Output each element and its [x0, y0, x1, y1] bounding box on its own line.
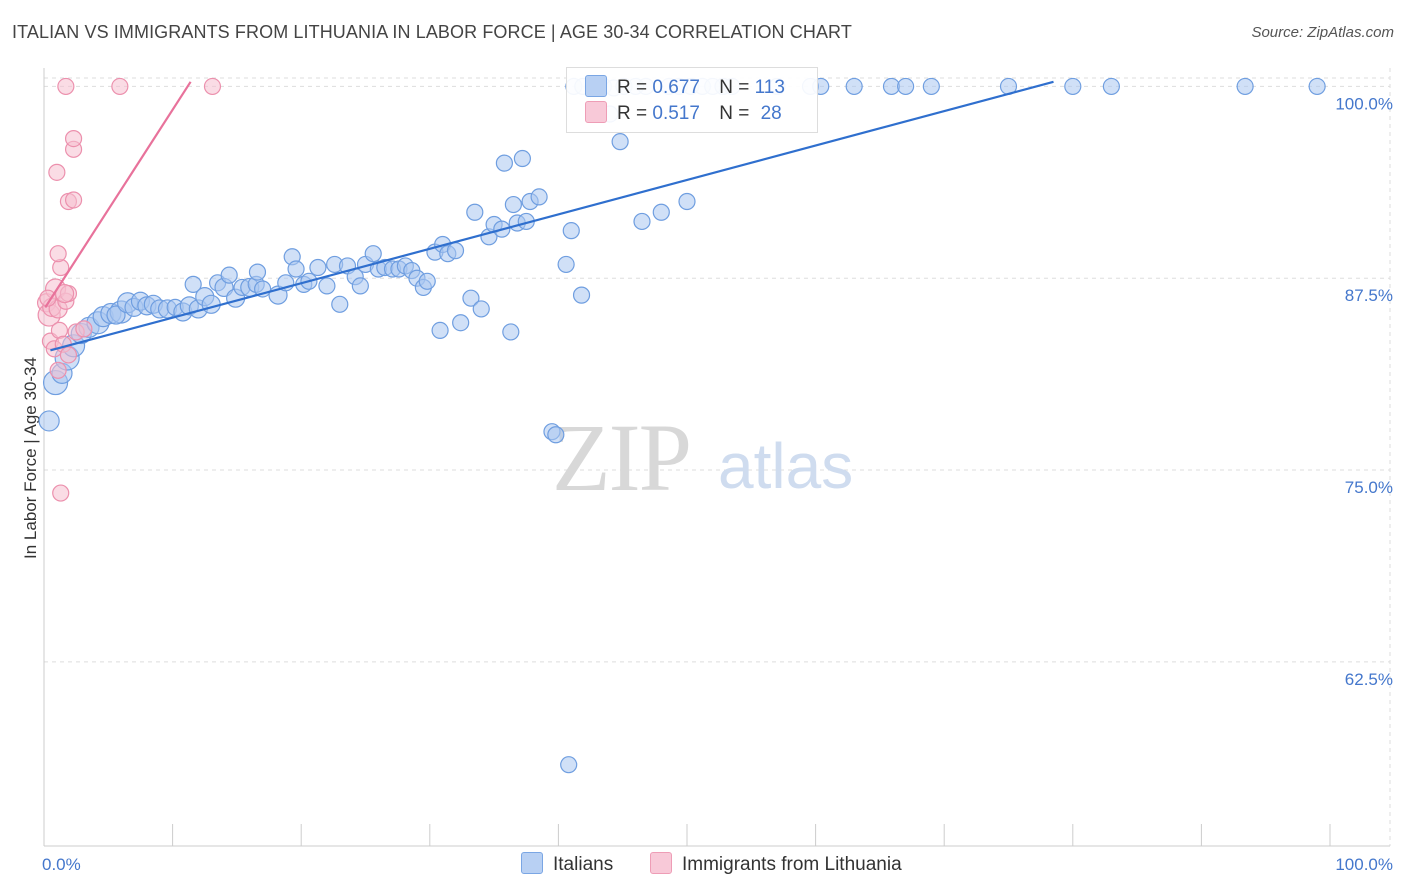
- x-tick-label-0: 0.0%: [42, 855, 81, 874]
- italians-point-108: [845, 77, 863, 96]
- legend-n-label: N =: [719, 77, 750, 98]
- italians-point-34: [248, 263, 267, 281]
- italians-point-116: [1308, 77, 1326, 96]
- italians-point-115: [1236, 77, 1254, 96]
- legend-row-italians: R = 0.677 N = 113: [585, 75, 785, 101]
- italians-point-64: [452, 314, 470, 332]
- legend-n-value-lithuania: 28: [760, 103, 782, 124]
- bottom-legend-label-italians: Italians: [553, 854, 614, 875]
- chart-title: ITALIAN VS IMMIGRANTS FROM LITHUANIA IN …: [12, 22, 852, 42]
- italians-point-58: [418, 272, 436, 290]
- italians-point-95: [633, 212, 651, 231]
- italians-trend-line: [50, 80, 1054, 352]
- bottom-legend-italians: Italians: [521, 852, 613, 876]
- italians-point-49: [364, 245, 382, 263]
- bottom-legend-label-lithuania: Immigrants from Lithuania: [682, 854, 902, 875]
- lithuania-point-23: [57, 77, 75, 96]
- italians-point-94: [611, 133, 629, 151]
- italians-point-63: [431, 321, 449, 340]
- italians-point-65: [462, 289, 480, 307]
- legend-row-lithuania: R = 0.517 N = 28: [585, 101, 782, 127]
- lithuania-point-20: [64, 191, 83, 209]
- italians-point-42: [318, 277, 336, 295]
- lithuania-point-16: [59, 346, 78, 364]
- italians-point-96: [652, 203, 670, 221]
- y-tick-label-0: 62.5%: [1345, 670, 1393, 689]
- bottom-legend-swatch-blue: [521, 852, 543, 874]
- italians-point-75: [513, 149, 531, 168]
- italians-point-47: [351, 277, 369, 295]
- legend-n-label: N =: [719, 103, 750, 124]
- x-tick-label-1: 100.0%: [1335, 855, 1393, 874]
- lithuania-point-24: [111, 77, 129, 96]
- lithuania-point-22: [64, 129, 83, 148]
- lithuania-point-26: [52, 484, 70, 502]
- italians-point-77: [530, 188, 548, 206]
- legend-n-value-italians: 113: [754, 77, 785, 98]
- lithuania-point-12: [49, 245, 67, 263]
- watermark-atlas: atlas: [718, 430, 853, 502]
- trend-lines: [44, 80, 1054, 352]
- lithuania-point-15: [75, 320, 93, 338]
- legend-r-value-lithuania: 0.517: [652, 103, 700, 124]
- x-tick-labels: 0.0% 100.0%: [42, 855, 1393, 874]
- italians-point-23: [184, 275, 202, 293]
- italians-point-66: [472, 300, 490, 318]
- watermark: ZIP atlas: [552, 404, 853, 511]
- legend-r-label: R =: [617, 103, 648, 124]
- italians-point-41: [309, 258, 327, 277]
- legend-box: R = 0.677 N = 113 R = 0.517 N = 28: [566, 67, 818, 133]
- italians-point-80: [547, 426, 565, 444]
- legend-r-value-italians: 0.677: [652, 77, 700, 98]
- italians-point-71: [495, 154, 513, 172]
- italians-point-84: [560, 756, 578, 774]
- italians-point-62: [446, 242, 465, 260]
- italians-point-78: [502, 323, 520, 341]
- italians-point-81: [557, 255, 575, 274]
- italians-point-83: [572, 286, 591, 304]
- italians-point-28: [220, 266, 238, 284]
- source-label: Source: ZipAtlas.com: [1251, 24, 1394, 41]
- y-tick-label-1: 75.0%: [1345, 478, 1393, 497]
- italians-point-111: [922, 77, 940, 96]
- italians-point-67: [466, 203, 484, 221]
- italians-point-72: [504, 195, 522, 214]
- italians-point-0: [38, 410, 60, 432]
- watermark-zip: ZIP: [552, 404, 690, 511]
- legend-swatch-pink: [585, 101, 607, 123]
- axes: [43, 68, 1390, 847]
- lithuania-point-6: [39, 289, 57, 307]
- italians-point-25: [201, 294, 221, 314]
- legend-swatch-blue: [585, 75, 607, 97]
- lithuania-point-27: [49, 361, 67, 379]
- italians-point-114: [1102, 77, 1120, 96]
- legend-r-label: R =: [617, 77, 648, 98]
- y-tick-labels: 62.5% 75.0% 87.5% 100.0%: [1335, 94, 1393, 688]
- bottom-legend-swatch-pink: [650, 852, 672, 874]
- italians-point-110: [897, 77, 915, 96]
- bottom-legend-lithuania: Immigrants from Lithuania: [650, 852, 902, 876]
- italians-point-113: [1064, 77, 1082, 96]
- lithuania-points: [36, 77, 222, 502]
- lithuania-trend-line: [44, 81, 192, 308]
- lithuania-point-25: [203, 77, 222, 96]
- italians-point-44: [331, 295, 349, 313]
- lithuania-point-18: [48, 163, 66, 181]
- gridlines: [44, 68, 1391, 846]
- italians-point-38: [287, 260, 305, 278]
- italians-point-99: [678, 192, 696, 211]
- lithuania-point-17: [54, 283, 75, 304]
- y-tick-label-2: 87.5%: [1345, 286, 1393, 305]
- italians-point-82: [562, 222, 580, 240]
- y-tick-label-3: 100.0%: [1335, 94, 1393, 113]
